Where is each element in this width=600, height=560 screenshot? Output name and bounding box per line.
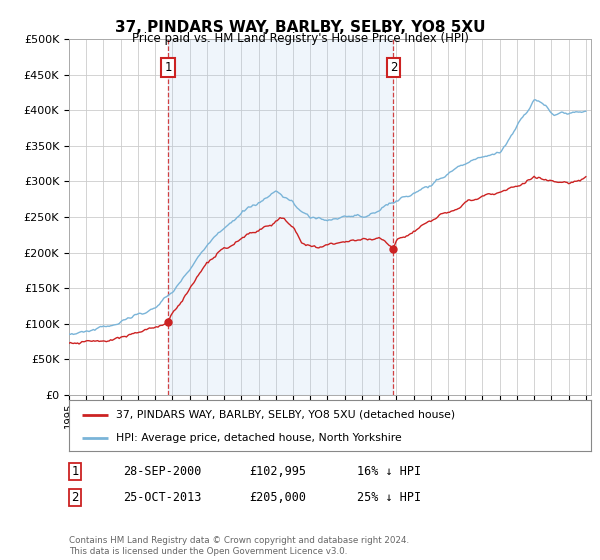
- Text: £102,995: £102,995: [249, 465, 306, 478]
- Text: 1: 1: [164, 61, 172, 74]
- Text: 25% ↓ HPI: 25% ↓ HPI: [357, 491, 421, 504]
- Bar: [168, 39, 394, 395]
- Text: Contains HM Land Registry data © Crown copyright and database right 2024.
This d: Contains HM Land Registry data © Crown c…: [69, 536, 409, 556]
- Text: 37, PINDARS WAY, BARLBY, SELBY, YO8 5XU (detached house): 37, PINDARS WAY, BARLBY, SELBY, YO8 5XU …: [116, 409, 455, 419]
- Text: £205,000: £205,000: [249, 491, 306, 504]
- Text: 37, PINDARS WAY, BARLBY, SELBY, YO8 5XU: 37, PINDARS WAY, BARLBY, SELBY, YO8 5XU: [115, 20, 485, 35]
- Text: HPI: Average price, detached house, North Yorkshire: HPI: Average price, detached house, Nort…: [116, 433, 402, 443]
- Text: 16% ↓ HPI: 16% ↓ HPI: [357, 465, 421, 478]
- Text: 2: 2: [71, 491, 79, 504]
- Text: 25-OCT-2013: 25-OCT-2013: [123, 491, 202, 504]
- Text: 28-SEP-2000: 28-SEP-2000: [123, 465, 202, 478]
- Text: 2: 2: [389, 61, 397, 74]
- Text: Price paid vs. HM Land Registry's House Price Index (HPI): Price paid vs. HM Land Registry's House …: [131, 32, 469, 45]
- Text: 1: 1: [71, 465, 79, 478]
